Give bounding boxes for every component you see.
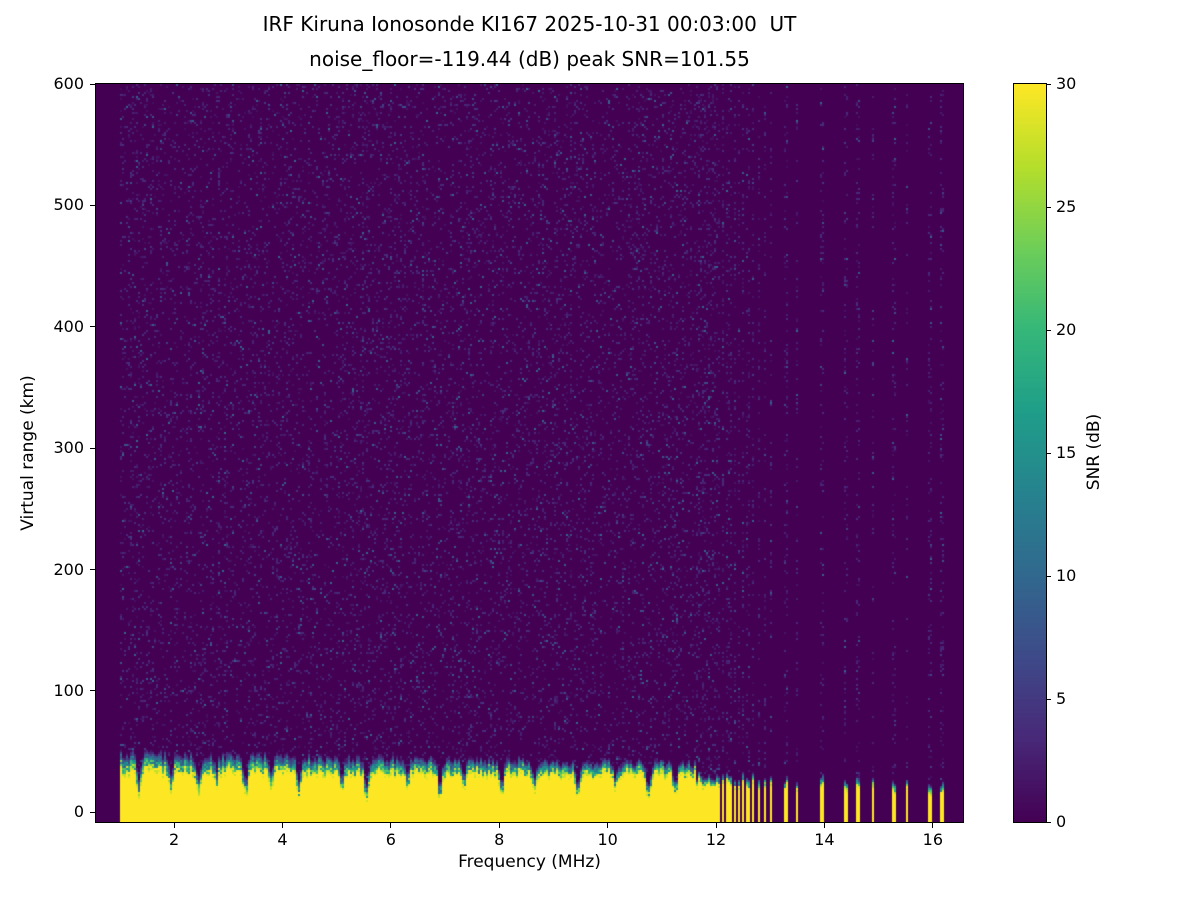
y-tick-mark (90, 569, 95, 571)
colorbar-tick-mark (1046, 821, 1051, 823)
x-tick-label: 6 (385, 830, 396, 849)
x-tick-mark (715, 823, 717, 828)
colorbar-canvas (1014, 84, 1046, 822)
y-tick-mark (90, 690, 95, 692)
x-tick-mark (607, 823, 609, 828)
chart-title: IRF Kiruna Ionosonde KI167 2025-10-31 00… (262, 12, 797, 36)
y-tick-mark (90, 83, 95, 85)
y-tick-label: 400 (53, 316, 84, 336)
x-tick-label: 2 (168, 830, 180, 849)
y-tick-label: 200 (53, 559, 84, 579)
chart-subtitle: noise_floor=-119.44 (dB) peak SNR=101.55 (309, 47, 750, 71)
x-tick-label: 4 (277, 830, 288, 849)
y-axis-label: Virtual range (km) (18, 375, 38, 531)
x-tick-mark (932, 823, 934, 828)
colorbar-tick-label: 20 (1056, 320, 1077, 339)
x-tick-mark (281, 823, 283, 828)
y-tick-mark (90, 447, 95, 449)
y-tick-mark (90, 811, 95, 813)
x-tick-label: 16 (922, 830, 944, 849)
y-tick-label: 300 (53, 438, 84, 458)
colorbar-tick-mark (1046, 329, 1051, 331)
colorbar-tick-mark (1046, 206, 1051, 208)
y-tick-mark (90, 326, 95, 328)
x-tick-mark (823, 823, 825, 828)
colorbar-tick-label: 10 (1056, 566, 1077, 585)
y-tick-label: 0 (73, 802, 84, 822)
colorbar-tick-label: 25 (1056, 197, 1077, 216)
colorbar-tick-label: 15 (1056, 443, 1077, 462)
colorbar-tick-mark (1046, 698, 1051, 700)
x-tick-label: 8 (494, 830, 505, 849)
colorbar-tick-label: 5 (1056, 689, 1067, 708)
colorbar-tick-label: 0 (1056, 812, 1067, 831)
y-tick-label: 100 (53, 680, 84, 700)
colorbar-tick-mark (1046, 575, 1051, 577)
x-tick-label: 10 (597, 830, 618, 849)
colorbar-label: SNR (dB) (1084, 413, 1104, 491)
x-tick-mark (498, 823, 500, 828)
heatmap-canvas (96, 84, 963, 822)
y-tick-label: 600 (53, 74, 84, 93)
x-tick-mark (173, 823, 175, 828)
x-tick-label: 14 (814, 830, 835, 849)
y-tick-label: 500 (53, 195, 84, 215)
colorbar-tick-mark (1046, 83, 1051, 85)
x-axis-label: Frequency (MHz) (458, 852, 601, 872)
colorbar-tick-label: 30 (1056, 74, 1077, 93)
x-tick-mark (390, 823, 392, 828)
x-tick-label: 12 (705, 830, 727, 849)
y-tick-mark (90, 204, 95, 206)
colorbar-tick-mark (1046, 452, 1051, 454)
